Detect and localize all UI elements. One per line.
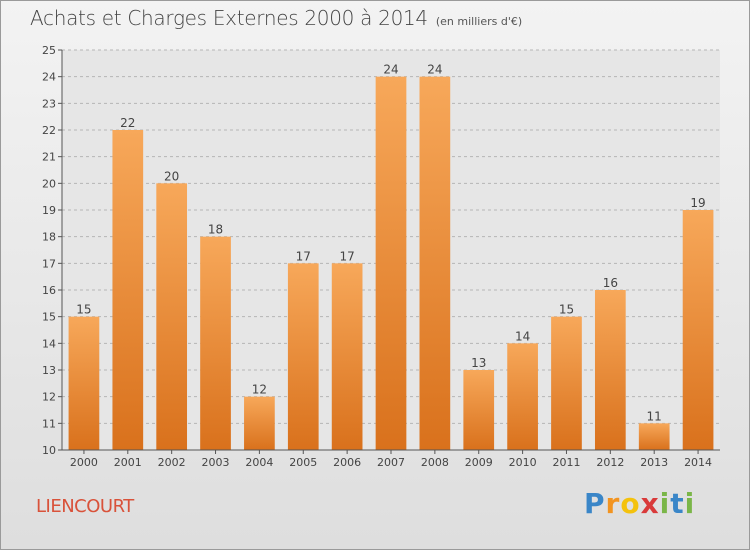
x-tick-label-2012: 2012 [596,456,624,469]
y-tick-label: 18 [42,231,56,244]
data-label-2003: 18 [208,223,223,237]
bar-2003 [200,236,231,450]
bar-2004 [244,396,275,450]
x-tick-label-2001: 2001 [114,456,142,469]
logo-letter: P [584,487,606,520]
y-tick-label: 16 [42,284,56,297]
x-tick-label-2004: 2004 [245,456,273,469]
logo-letter: o [620,487,641,520]
data-label-2000: 15 [76,303,91,317]
logo-letter: i [684,487,696,520]
y-tick-label: 24 [42,71,56,84]
x-tick-label-2002: 2002 [158,456,186,469]
bar-2008 [419,76,451,451]
x-tick-label-2003: 2003 [202,456,230,469]
bar-2009 [463,370,495,450]
data-label-2008: 24 [427,63,442,77]
x-tick-label-2011: 2011 [552,456,580,469]
logo-letter: i [659,487,671,520]
place-name: LIENCOURT [36,496,134,517]
data-label-2002: 20 [164,169,179,183]
data-label-2001: 22 [120,116,135,130]
bar-2005 [287,263,319,450]
x-tick-label-2009: 2009 [465,456,493,469]
y-tick-label: 11 [42,417,56,430]
data-label-2005: 17 [296,249,311,263]
bar-2010 [507,343,538,450]
bar-2011 [551,316,582,450]
y-tick-label: 12 [42,391,56,404]
x-tick-label-2013: 2013 [640,456,668,469]
chart-title: Achats et Charges Externes 2000 à 2014 [30,6,428,30]
chart-subtitle: (en milliers d'€) [435,15,523,28]
y-tick-label: 21 [42,151,56,164]
bar-2000 [68,316,100,450]
x-tick-label-2005: 2005 [289,456,317,469]
x-tick-label-2007: 2007 [377,456,405,469]
bar-2002 [156,183,188,451]
bar-2014 [682,210,714,450]
x-tick-label-2006: 2006 [333,456,361,469]
logo-letter: t [670,487,685,520]
y-tick-label: 25 [42,44,56,57]
y-tick-label: 10 [42,444,56,457]
y-tick-label: 13 [42,364,56,377]
y-tick-label: 17 [42,257,56,270]
y-tick-label: 22 [42,124,56,137]
data-label-2004: 12 [252,383,267,397]
chart-title-block: Achats et Charges Externes 2000 à 2014 (e… [30,6,522,30]
data-label-2011: 15 [559,303,574,317]
y-tick-label: 23 [42,97,56,110]
bar-2012 [594,290,626,450]
data-label-2006: 17 [339,249,354,263]
data-label-2009: 13 [471,356,486,370]
x-tick-label-2008: 2008 [421,456,449,469]
logo-letter: x [640,487,660,520]
proxiti-logo: Proxiti [584,487,695,520]
y-tick-label: 14 [42,337,56,350]
x-tick-label-2000: 2000 [70,456,98,469]
x-tick-label-2010: 2010 [509,456,537,469]
data-label-2007: 24 [383,63,398,77]
data-label-2012: 16 [603,276,618,290]
bar-2013 [638,423,670,450]
data-label-2013: 11 [647,409,662,423]
logo-letter: r [605,487,621,520]
y-tick-label: 19 [42,204,56,217]
data-label-2014: 19 [690,196,705,210]
x-tick-label-2014: 2014 [684,456,712,469]
bar-2007 [375,76,407,451]
bar-2006 [331,263,363,450]
y-tick-label: 20 [42,177,56,190]
bar-2001 [112,130,144,450]
y-tick-label: 15 [42,311,56,324]
data-label-2010: 14 [515,329,530,343]
